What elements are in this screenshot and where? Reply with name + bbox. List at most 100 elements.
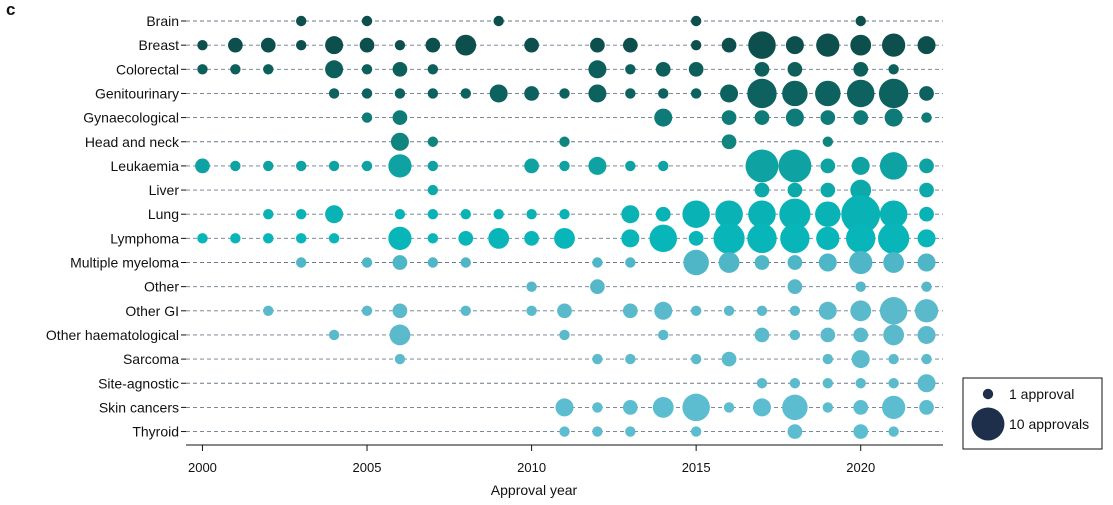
- bubble-site-agnostic-2020: [855, 378, 866, 389]
- bubble-brain-2009: [493, 15, 504, 27]
- bubble-genitourinary-2012: [588, 84, 607, 103]
- category-label-sarcoma: Sarcoma: [123, 351, 179, 367]
- bubble-breast-2008: [455, 34, 477, 56]
- bubble-other-haematological-2018: [789, 329, 801, 341]
- bubble-multiple-myeloma-2022: [917, 253, 936, 272]
- bubble-skin-cancers-2020: [853, 400, 869, 415]
- bubble-colorectal-2002: [263, 64, 274, 75]
- bubble-other-gi-2022: [914, 299, 939, 323]
- bubble-lymphoma-2011: [554, 227, 575, 249]
- bubble-genitourinary-2010: [524, 86, 539, 101]
- bubble-lung-2017: [748, 200, 776, 228]
- bubble-breast-2022: [917, 36, 936, 55]
- bubble-thyroid-2011: [559, 426, 570, 437]
- bubble-leukaemia-2021: [879, 152, 908, 180]
- bubble-site-agnostic-2017: [756, 378, 768, 389]
- bubble-other-gi-2021: [879, 297, 908, 325]
- bubble-breast-2007: [425, 37, 441, 53]
- bubble-liver-2022: [919, 182, 934, 198]
- bubble-lymphoma-2006: [388, 226, 412, 250]
- bubble-lung-2018: [779, 198, 811, 230]
- bubble-breast-2020: [850, 34, 872, 56]
- x-axis-label: Approval year: [491, 482, 578, 498]
- bubble-leukaemia-2007: [427, 160, 439, 172]
- bubble-genitourinary-2017: [747, 78, 777, 109]
- bubble-lymphoma-2022: [917, 229, 936, 248]
- bubble-other-gi-2002: [263, 305, 274, 316]
- bubble-lymphoma-2009: [488, 227, 510, 249]
- legend-bubble-10: [971, 407, 1005, 441]
- bubble-other-gi-2020: [850, 300, 872, 322]
- bubble-gynaecological-2018: [785, 108, 804, 127]
- bubble-multiple-myeloma-2020: [849, 250, 873, 275]
- bubble-lymphoma-2016: [713, 222, 745, 254]
- bubble-genitourinary-2016: [720, 84, 739, 103]
- bubble-liver-2020: [850, 179, 872, 201]
- bubble-leukaemia-2004: [328, 160, 340, 172]
- bubble-lymphoma-2010: [524, 230, 539, 246]
- bubble-skin-cancers-2018: [782, 394, 808, 421]
- category-label-thyroid: Thyroid: [132, 424, 179, 440]
- bubble-leukaemia-2003: [295, 160, 307, 172]
- bubble-breast-2002: [260, 37, 276, 53]
- legend: 1 approval 10 approvals: [962, 377, 1103, 450]
- bubble-sarcoma-2022: [921, 353, 932, 365]
- bubble-leukaemia-2012: [588, 156, 607, 175]
- category-label-leukaemia: Leukaemia: [111, 158, 180, 174]
- category-label-breast: Breast: [139, 37, 180, 53]
- bubble-lung-2021: [879, 200, 908, 228]
- bubble-other-gi-2013: [622, 303, 638, 319]
- bubble-colorectal-2004: [325, 60, 344, 79]
- bubble-gynaecological-2022: [921, 112, 932, 123]
- bubble-sarcoma-2013: [625, 353, 636, 365]
- bubble-thyroid-2020: [853, 424, 869, 439]
- panel-label: c: [6, 0, 16, 19]
- bubble-site-agnostic-2021: [888, 378, 899, 389]
- bubble-site-agnostic-2019: [822, 378, 834, 389]
- bubble-genitourinary-2006: [394, 88, 406, 99]
- bubble-colorectal-2017: [754, 61, 770, 77]
- bubble-leukaemia-2018: [778, 149, 812, 183]
- bubble-skin-cancers-2015: [682, 393, 710, 422]
- category-label-head-and-neck: Head and neck: [85, 134, 180, 150]
- bubble-skin-cancers-2021: [882, 395, 906, 420]
- bubble-breast-2012: [590, 37, 605, 53]
- category-label-brain: Brain: [146, 13, 179, 29]
- bubble-lymphoma-2021: [878, 222, 910, 254]
- bubble-colorectal-2015: [688, 61, 704, 77]
- bubble-leukaemia-2011: [559, 160, 570, 172]
- bubble-multiple-myeloma-2017: [754, 255, 770, 270]
- bubble-other-haematological-2019: [820, 327, 836, 343]
- x-tick-label-2000: 2000: [188, 460, 217, 475]
- bubble-breast-2003: [295, 39, 307, 51]
- bubble-lung-2006: [394, 209, 406, 220]
- bubble-skin-cancers-2017: [752, 398, 771, 417]
- bubble-other-gi-2010: [526, 305, 537, 316]
- bubble-other-2010: [526, 281, 537, 292]
- bubble-breast-2019: [816, 33, 840, 57]
- bubble-breast-2005: [359, 37, 375, 53]
- bubble-other-haematological-2011: [559, 329, 570, 341]
- bubble-other-gi-2005: [361, 305, 373, 316]
- bubble-lymphoma-2013: [621, 229, 640, 248]
- category-labels: Brain Breast Colorectal Genitourinary Gynaec…: [46, 13, 180, 440]
- bubble-liver-2018: [787, 182, 803, 198]
- bubble-other-gi-2014: [654, 301, 673, 320]
- bubble-multiple-myeloma-2016: [718, 252, 740, 273]
- bubble-other-gi-2019: [818, 301, 837, 320]
- bubble-leukaemia-2001: [230, 160, 241, 172]
- category-label-other: Other: [144, 279, 179, 295]
- bubble-colorectal-2018: [787, 61, 803, 77]
- category-label-liver: Liver: [149, 182, 180, 198]
- bubble-breast-2015: [690, 39, 702, 51]
- bubble-breast-2013: [622, 37, 638, 53]
- category-label-other-gi: Other GI: [125, 303, 179, 319]
- bubble-colorectal-2001: [230, 64, 241, 75]
- bubble-lung-2016: [715, 200, 743, 228]
- bubble-lung-2022: [919, 206, 934, 222]
- bubble-other-haematological-2022: [917, 325, 936, 344]
- bubble-sarcoma-2021: [888, 353, 899, 365]
- bubble-leukaemia-2000: [195, 158, 210, 174]
- bubble-leukaemia-2006: [388, 154, 412, 178]
- bubble-colorectal-2005: [361, 64, 373, 75]
